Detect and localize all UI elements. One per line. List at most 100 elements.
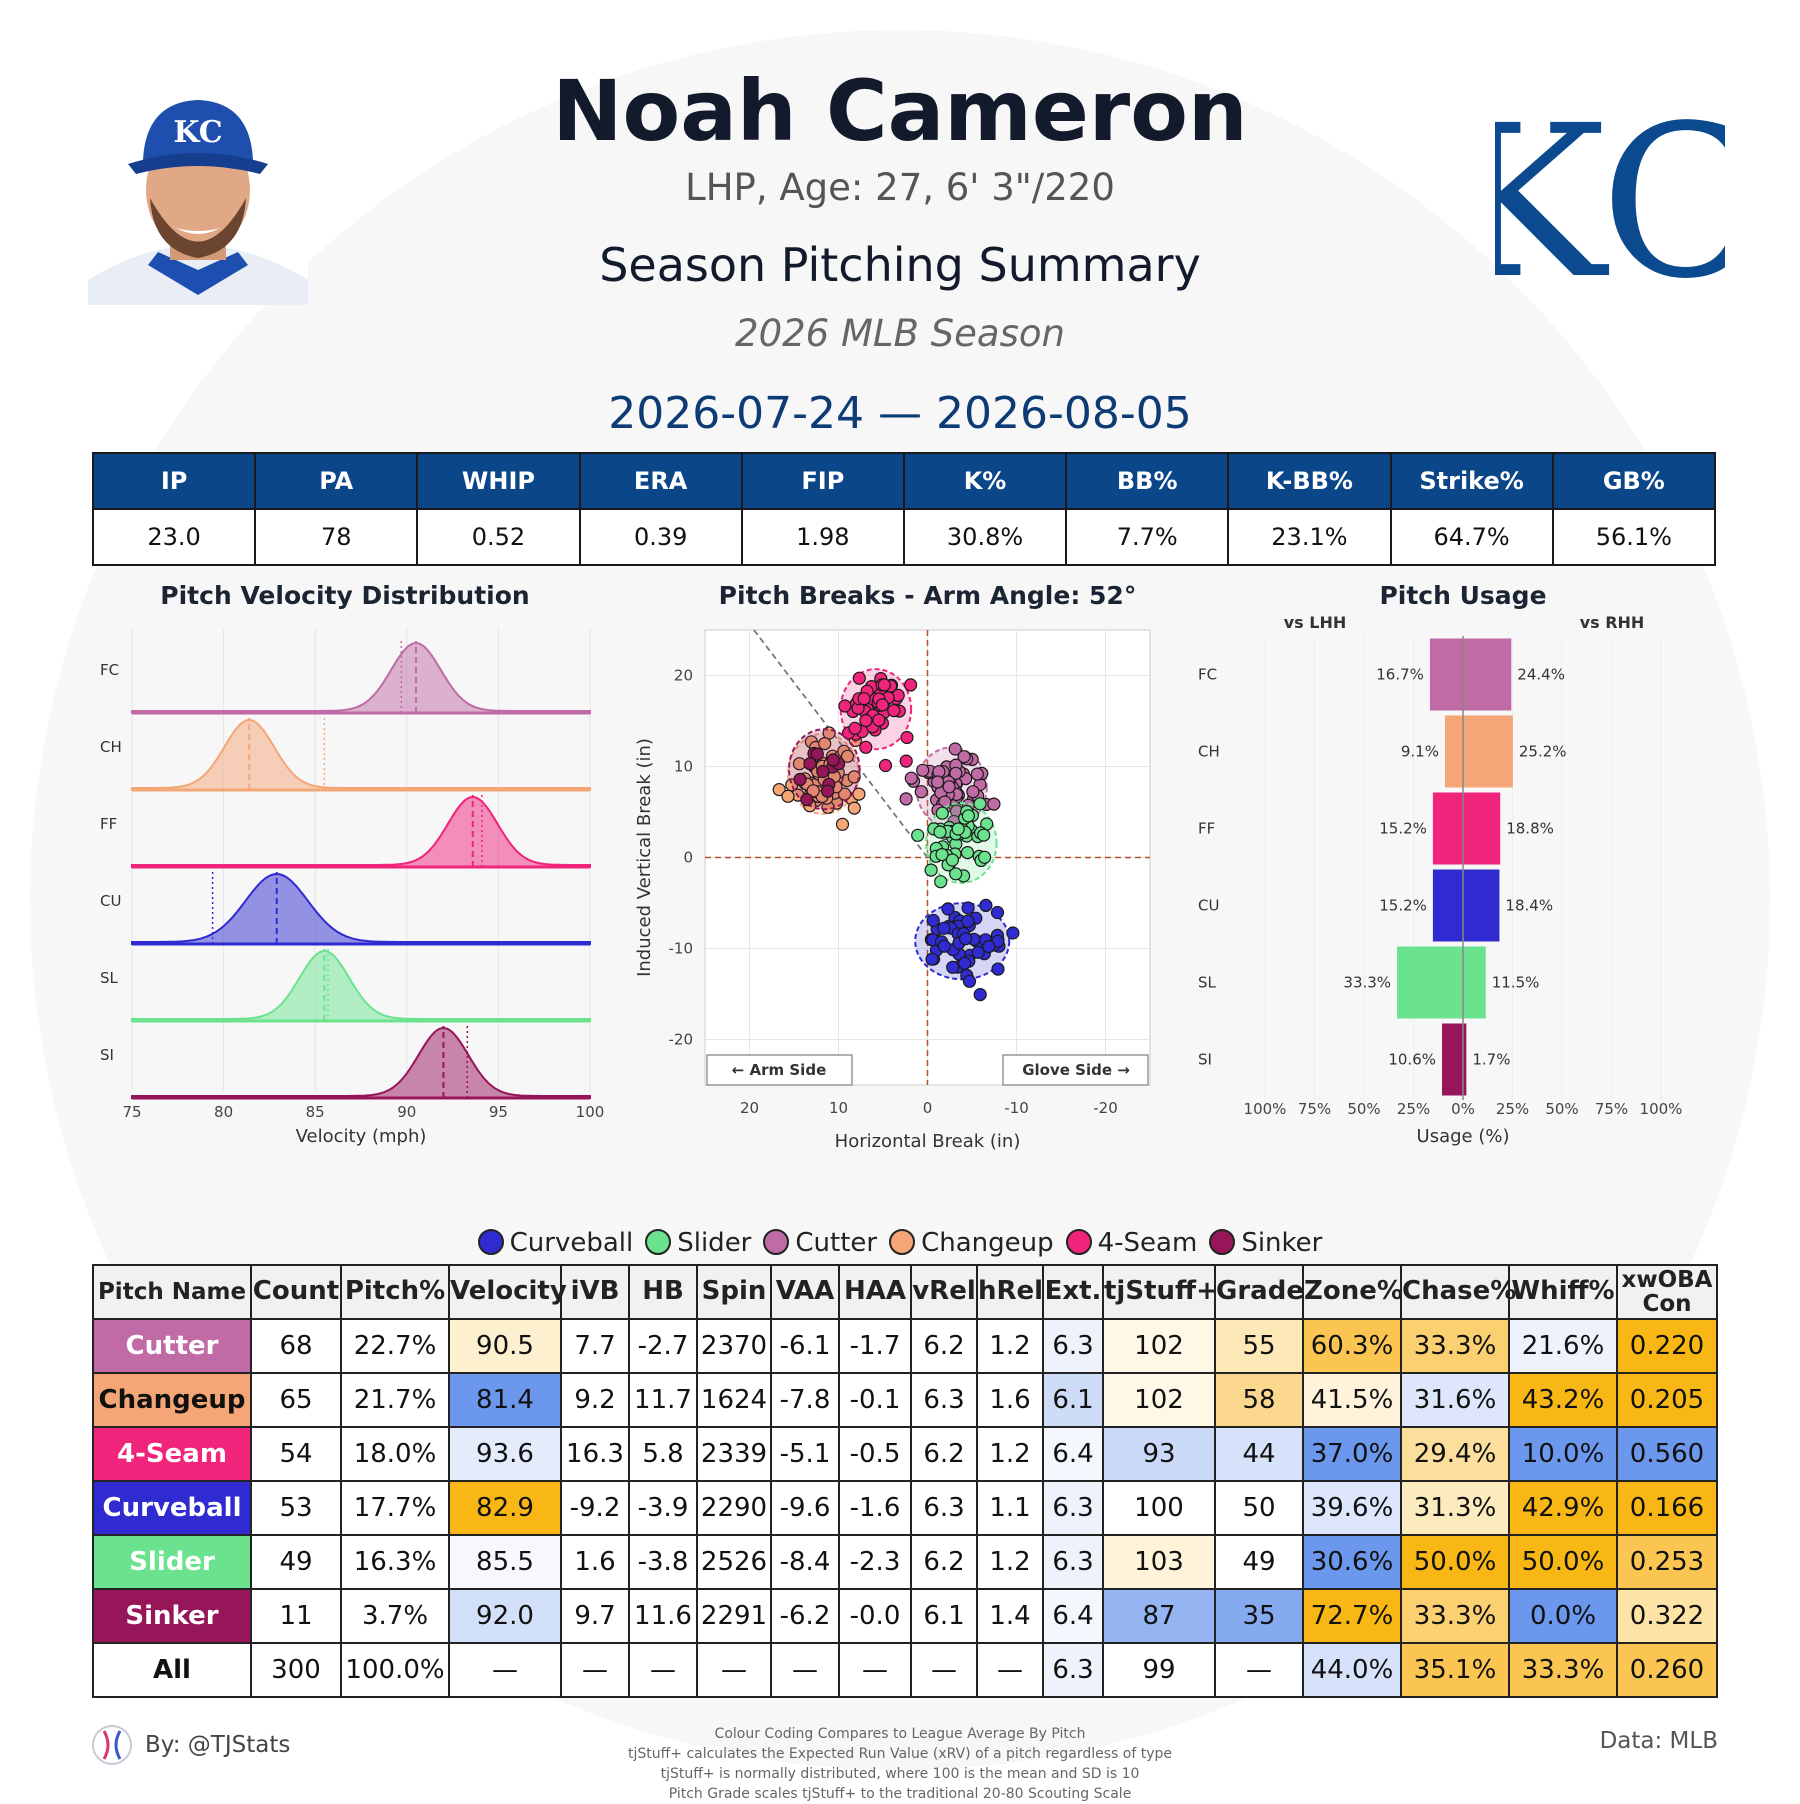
table-cell: 7.7	[560, 1318, 630, 1374]
break-point-Cutter	[899, 792, 913, 806]
table-cell: 10.0%	[1508, 1426, 1618, 1482]
table-row: 4-Seam 54 18.0% 93.6 16.3 5.8 2339 -5.1 -0.5 6.2 1…	[92, 1426, 1718, 1482]
pitch-name-cell: Curveball	[92, 1480, 252, 1536]
table-cell: 1.2	[976, 1534, 1044, 1590]
glove-side-box	[1002, 1054, 1149, 1086]
table-cell: 1.2	[976, 1318, 1044, 1374]
usage-row-label: CU	[1198, 897, 1219, 915]
arm-side-label: ← Arm Side	[732, 1061, 827, 1079]
stat-value: 56.1%	[1551, 508, 1717, 566]
break-point-Cutter	[931, 775, 945, 789]
pitch-table-header: iVB	[560, 1264, 630, 1320]
table-cell: -1.6	[838, 1480, 912, 1536]
table-cell: —	[448, 1642, 562, 1698]
break-y-tick-label: -20	[669, 1031, 694, 1049]
player-headshot: KC	[88, 80, 308, 305]
pitch-table-header: Zone%	[1302, 1264, 1403, 1320]
break-point-Cutter	[949, 766, 963, 780]
stats-value-row: 23.0 78 0.52 0.39 1.98 30.8% 7.7% 23.1% …	[91, 508, 1717, 566]
player-name: Noah Cameron	[552, 62, 1248, 160]
usage-bar-lhh	[1429, 638, 1463, 711]
footnote: tjStuff+ is normally distributed, where …	[660, 1766, 1140, 1782]
velocity-tick-label: 95	[489, 1103, 508, 1121]
table-cell: —	[560, 1642, 630, 1698]
velocity-tick-label: 75	[122, 1103, 141, 1121]
stat-header: PA	[254, 452, 419, 510]
table-cell: 0.322	[1616, 1588, 1718, 1644]
table-cell: -2.7	[628, 1318, 698, 1374]
team-logo-text: KC	[1495, 85, 1725, 300]
table-cell: 37.0%	[1302, 1426, 1402, 1482]
legend-label: 4-Seam	[1097, 1228, 1198, 1258]
stat-value: 23.1%	[1227, 508, 1392, 566]
table-cell: 6.2	[910, 1318, 978, 1374]
break-point-Sinker	[826, 753, 840, 767]
table-cell: 21.6%	[1508, 1318, 1618, 1374]
legend-label: Sinker	[1241, 1228, 1323, 1258]
stat-header: K-BB%	[1227, 452, 1392, 510]
table-cell: —	[1214, 1642, 1304, 1698]
pitch-table-header: Chase%	[1400, 1264, 1516, 1320]
table-cell: 93	[1102, 1426, 1216, 1482]
glove-side-label: Glove Side →	[1022, 1061, 1130, 1079]
usage-tick-label: 100%	[1640, 1100, 1683, 1118]
break-point-4-Seam	[848, 721, 862, 735]
legend-item: Cutter	[763, 1228, 877, 1258]
velocity-density-SL	[131, 949, 591, 1022]
legend-label: Slider	[677, 1228, 752, 1258]
velocity-chart-title: Pitch Velocity Distribution	[160, 581, 529, 610]
usage-bar-rhh	[1463, 715, 1513, 788]
usage-value-label: 25.2%	[1519, 743, 1567, 761]
break-point-Slider	[934, 875, 948, 889]
table-cell: 33.3%	[1400, 1588, 1510, 1644]
report-subtitle: Season Pitching Summary	[599, 238, 1201, 292]
table-cell: 6.2	[910, 1426, 978, 1482]
pitch-break-chart: Pitch Breaks - Arm Angle: 52° 20 10 0 -10 -20…	[634, 581, 1151, 1152]
table-cell: -7.8	[770, 1372, 840, 1428]
stat-value: 30.8%	[902, 508, 1068, 566]
table-cell: 16.3%	[340, 1534, 450, 1590]
stat-header: IP	[91, 452, 257, 510]
usage-left-label: vs LHH	[1284, 613, 1347, 632]
pitch-table-header: tjStuff+	[1102, 1264, 1218, 1320]
usage-bar-lhh	[1432, 869, 1463, 942]
table-cell: 0.166	[1616, 1480, 1718, 1536]
table-cell: 50.0%	[1508, 1534, 1618, 1590]
table-cell: 81.4	[448, 1372, 562, 1428]
usage-bar-lhh	[1442, 1023, 1463, 1096]
usage-value-label: 9.1%	[1401, 743, 1439, 761]
break-point-Curveball	[982, 939, 996, 954]
table-cell: -2.3	[838, 1534, 912, 1590]
table-cell: 103	[1102, 1534, 1216, 1590]
usage-row-label: SL	[1198, 974, 1217, 992]
pitch-table-header: vRel	[910, 1264, 978, 1320]
stat-value: 0.52	[416, 508, 581, 566]
break-point-Curveball	[958, 956, 972, 970]
table-cell: 6.3	[1042, 1642, 1104, 1698]
break-point-4-Seam	[838, 699, 852, 713]
break-point-Curveball	[961, 914, 975, 928]
usage-x-label: Usage (%)	[1417, 1126, 1510, 1147]
usage-value-label: 15.2%	[1379, 897, 1427, 915]
velocity-tick-label: 80	[214, 1103, 233, 1121]
table-cell: 6.4	[1042, 1426, 1104, 1482]
table-row: Slider 49 16.3% 85.5 1.6 -3.8 2526 -8.4 -2.3 6.2 1…	[92, 1534, 1718, 1590]
table-cell: 39.6%	[1302, 1480, 1402, 1536]
usage-tick-label: 0%	[1451, 1100, 1475, 1118]
usage-tick-label: 100%	[1244, 1100, 1287, 1118]
legend-label: Changeup	[921, 1228, 1054, 1258]
break-point-Changeup	[781, 789, 795, 803]
season-label: 2026 MLB Season	[735, 312, 1065, 355]
season-stats-table: IP PA WHIP ERA FIP K% BB% K-BB% Strike% …	[91, 452, 1717, 566]
table-cell: 21.7%	[340, 1372, 450, 1428]
table-cell: 92.0	[448, 1588, 562, 1644]
break-point-Curveball	[941, 902, 955, 916]
table-cell: 33.3%	[1400, 1318, 1510, 1374]
break-point-Slider	[961, 809, 975, 823]
table-cell: 2526	[696, 1534, 772, 1590]
table-cell: 6.3	[1042, 1534, 1104, 1590]
stat-header: GB%	[1551, 452, 1717, 510]
table-cell: 50	[1214, 1480, 1304, 1536]
table-cell: 53	[250, 1480, 342, 1536]
table-cell: 42.9%	[1508, 1480, 1618, 1536]
